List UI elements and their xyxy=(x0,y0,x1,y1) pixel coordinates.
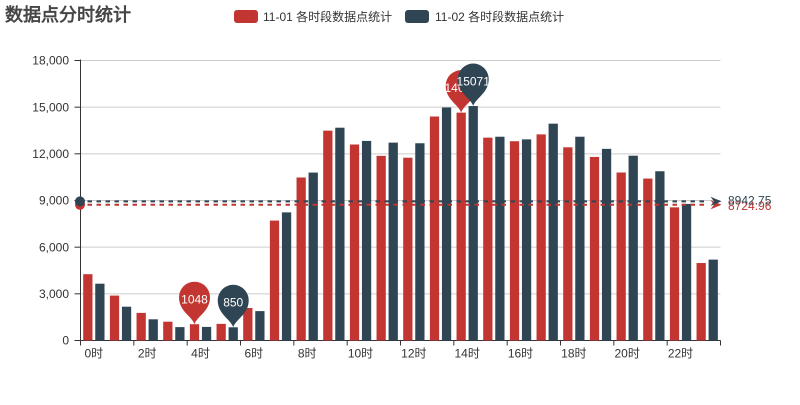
svg-text:8942.75: 8942.75 xyxy=(728,193,772,207)
svg-text:4时: 4时 xyxy=(191,347,210,361)
svg-text:3,000: 3,000 xyxy=(39,287,69,301)
svg-text:0: 0 xyxy=(62,334,69,348)
svg-text:15,000: 15,000 xyxy=(32,100,69,114)
svg-text:12,000: 12,000 xyxy=(32,147,69,161)
svg-text:22时: 22时 xyxy=(668,347,693,361)
svg-text:9,000: 9,000 xyxy=(39,194,69,208)
svg-text:16时: 16时 xyxy=(508,347,533,361)
svg-text:2时: 2时 xyxy=(138,347,157,361)
svg-text:11-01 各时段数据点统计: 11-01 各时段数据点统计 xyxy=(263,9,392,24)
svg-text:8时: 8时 xyxy=(298,347,317,361)
svg-text:10时: 10时 xyxy=(348,347,373,361)
svg-text:15071: 15071 xyxy=(457,74,491,88)
svg-text:6,000: 6,000 xyxy=(39,240,69,254)
svg-text:12时: 12时 xyxy=(401,347,426,361)
svg-text:1048: 1048 xyxy=(181,292,208,306)
svg-text:6时: 6时 xyxy=(244,347,263,361)
svg-text:数据点分时统计: 数据点分时统计 xyxy=(5,4,131,25)
svg-text:850: 850 xyxy=(223,295,243,309)
svg-text:0时: 0时 xyxy=(84,347,103,361)
svg-text:20时: 20时 xyxy=(614,347,639,361)
svg-text:8724.96: 8724.96 xyxy=(728,199,772,213)
svg-text:11-02 各时段数据点统计: 11-02 各时段数据点统计 xyxy=(435,9,564,24)
svg-text:14时: 14时 xyxy=(454,347,479,361)
svg-text:18,000: 18,000 xyxy=(32,54,69,68)
svg-text:18时: 18时 xyxy=(561,347,586,361)
